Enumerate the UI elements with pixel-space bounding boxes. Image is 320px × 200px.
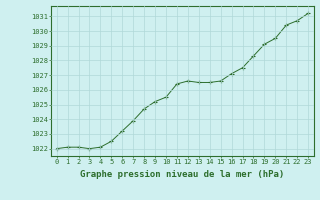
X-axis label: Graphe pression niveau de la mer (hPa): Graphe pression niveau de la mer (hPa) — [80, 170, 284, 179]
